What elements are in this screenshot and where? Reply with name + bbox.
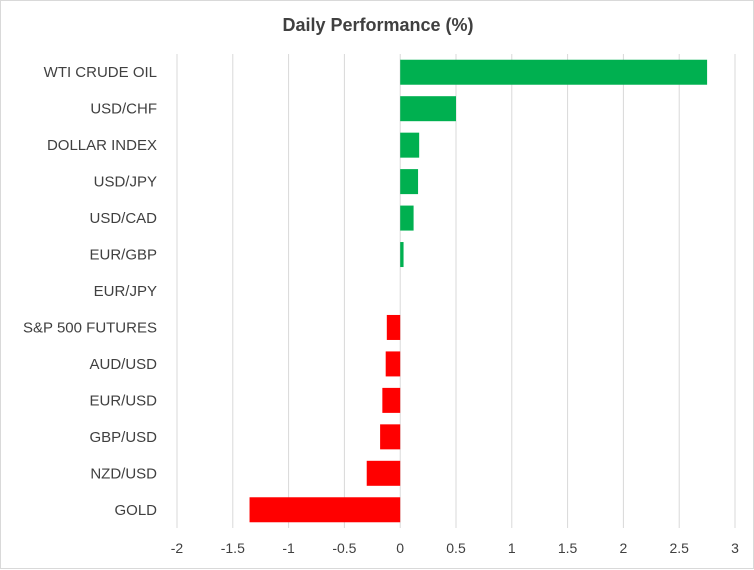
category-label: S&P 500 FUTURES bbox=[23, 319, 157, 336]
bar bbox=[400, 205, 414, 231]
category-label: EUR/JPY bbox=[94, 283, 157, 300]
x-tick-labels: -2 -1.5 -1 -0.5 0 0.5 1 1.5 2 2.5 3 bbox=[171, 540, 739, 556]
bar bbox=[382, 387, 401, 413]
bar bbox=[380, 424, 401, 450]
category-label: NZD/USD bbox=[90, 465, 157, 482]
category-label: DOLLAR INDEX bbox=[47, 137, 157, 154]
bar bbox=[366, 460, 401, 486]
category-label: USD/CAD bbox=[89, 210, 157, 227]
x-tick-label: -1 bbox=[282, 540, 295, 556]
category-label: WTI CRUDE OIL bbox=[44, 64, 157, 81]
x-tick-label: 1.5 bbox=[558, 540, 578, 556]
x-tick-label: 3 bbox=[731, 540, 739, 556]
x-tick-label: 1 bbox=[508, 540, 516, 556]
x-tick-label: 0.5 bbox=[446, 540, 466, 556]
category-label: GOLD bbox=[114, 502, 157, 519]
category-label: GBP/USD bbox=[89, 429, 157, 446]
bar bbox=[400, 242, 404, 268]
category-label: USD/JPY bbox=[94, 174, 157, 191]
category-label: USD/CHF bbox=[90, 101, 157, 118]
x-tick-label: -0.5 bbox=[332, 540, 356, 556]
category-label: AUD/USD bbox=[89, 356, 157, 373]
bar bbox=[400, 169, 419, 195]
bar bbox=[400, 132, 420, 158]
x-tick-label: -1.5 bbox=[221, 540, 245, 556]
bars bbox=[249, 59, 708, 523]
category-labels: WTI CRUDE OIL USD/CHF DOLLAR INDEX USD/JPY U… bbox=[23, 64, 157, 519]
x-tick-label: 0 bbox=[396, 540, 404, 556]
bar bbox=[385, 351, 401, 377]
bar bbox=[386, 314, 401, 340]
bar bbox=[400, 96, 456, 122]
bar bbox=[249, 497, 401, 523]
category-label: EUR/GBP bbox=[89, 247, 157, 264]
category-label: EUR/USD bbox=[89, 392, 157, 409]
x-tick-label: 2.5 bbox=[669, 540, 689, 556]
x-tick-label: -2 bbox=[171, 540, 184, 556]
gridlines bbox=[176, 54, 736, 528]
chart-title: Daily Performance (%) bbox=[282, 15, 474, 35]
x-tick-label: 2 bbox=[620, 540, 628, 556]
bar bbox=[400, 59, 708, 85]
